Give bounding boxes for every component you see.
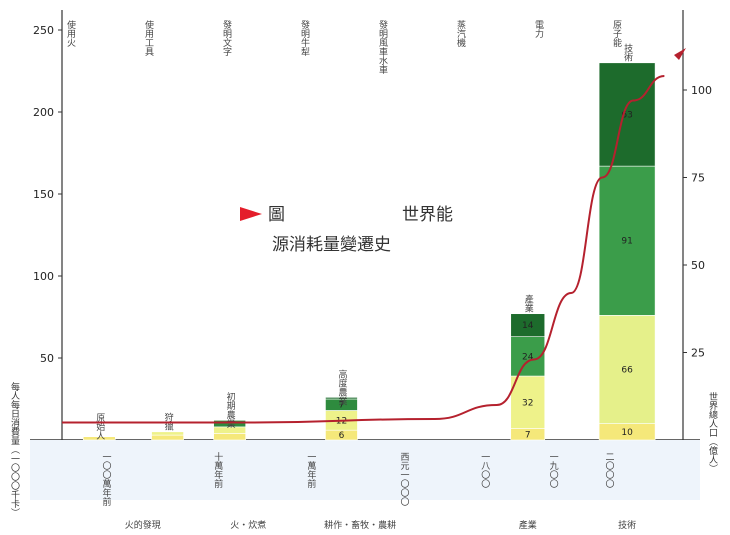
bar-3-segment-label-0: 6 bbox=[339, 431, 345, 441]
bar-3-segment-3 bbox=[325, 397, 358, 400]
title-line1: 世界能 bbox=[402, 205, 453, 225]
timeline-label-3: 西元一〇〇〇 bbox=[399, 452, 410, 506]
bar-4-segment-label-0: 7 bbox=[525, 430, 531, 440]
top-event-0: 使用火 bbox=[65, 19, 76, 47]
right-axis-label: 世界總人口（億人） bbox=[707, 391, 718, 473]
timeline-group: 一〇〇萬年前 十萬年前 一萬年前 西元一〇〇〇 一八〇〇 一九〇〇 二〇〇〇 bbox=[100, 451, 614, 507]
bar-3-segment-label-2: 7 bbox=[339, 401, 345, 411]
top-event-6: 電力 bbox=[533, 20, 544, 39]
era-label-3: 高度農業 bbox=[336, 368, 347, 406]
left-tick-label-1: 100 bbox=[33, 270, 54, 283]
left-tick-label-4: 250 bbox=[33, 24, 54, 37]
bar-4-segment-label-1: 32 bbox=[522, 398, 533, 408]
top-event-4: 發明風車水車 bbox=[377, 19, 388, 75]
footer-era-3: 產業 bbox=[519, 519, 537, 531]
bar-5-segment-3 bbox=[598, 62, 656, 167]
bar-1-segment-0 bbox=[151, 434, 184, 441]
footer-group: 火的發現 火・炊煮 耕作・畜牧・農耕 產業 技術 bbox=[125, 519, 636, 531]
population-arrowhead bbox=[674, 48, 686, 60]
bar-0-segment-0 bbox=[82, 436, 116, 441]
bar-4-segment-label-3: 14 bbox=[522, 321, 534, 331]
title-prefix: 圖 bbox=[268, 205, 285, 225]
bar-5-segment-label-0: 10 bbox=[621, 428, 633, 438]
left-tick-label-3: 200 bbox=[33, 106, 54, 119]
timeline-label-2: 一萬年前 bbox=[305, 452, 316, 489]
bar-group bbox=[82, 62, 656, 441]
footer-era-4: 技術 bbox=[618, 519, 636, 531]
timeline-label-6: 二〇〇〇 bbox=[603, 452, 614, 488]
bar-4-segment-label-2: 24 bbox=[522, 352, 534, 362]
left-tick-label-0: 50 bbox=[40, 352, 54, 365]
title-line2: 源消耗量變遷史 bbox=[272, 235, 391, 255]
right-tick-label-2: 75 bbox=[691, 172, 705, 185]
timeline-label-1: 十萬年前 bbox=[212, 451, 223, 489]
top-event-2: 發明文字 bbox=[221, 19, 232, 56]
footer-era-0: 火的發現 bbox=[125, 519, 161, 531]
title-marker-icon bbox=[240, 207, 262, 221]
footer-era-2: 耕作・畜牧・農耕 bbox=[324, 519, 396, 531]
population-curve bbox=[61, 75, 665, 424]
top-event-5: 蒸汽機 bbox=[455, 19, 466, 48]
top-event-3: 發明牛犁 bbox=[299, 19, 310, 57]
era-label-0: 原始人 bbox=[94, 413, 105, 440]
bar-5-segment-label-3: 63 bbox=[621, 110, 632, 120]
top-events-group: 使用火 使用工具 發明文字 發明牛犁 發明風車水車 蒸汽機 電力 原子能 bbox=[65, 19, 622, 75]
era-label-4: 產業 bbox=[523, 294, 534, 314]
right-tick-label-1: 50 bbox=[691, 259, 705, 272]
bar-4-segment-3 bbox=[510, 313, 546, 337]
timeline-label-4: 一八〇〇 bbox=[479, 452, 490, 488]
top-event-7: 原子能 bbox=[611, 20, 622, 48]
era-label-5: 技術 bbox=[622, 43, 633, 63]
left-tick-group: 50 100 150 200 250 bbox=[33, 24, 62, 365]
right-tick-label-0: 25 bbox=[691, 347, 705, 360]
timeline-label-5: 一九〇〇 bbox=[548, 452, 559, 488]
bar-2-segment-0 bbox=[213, 433, 246, 441]
top-event-1: 使用工具 bbox=[143, 19, 154, 57]
left-axis-label: 每人每日消費量（一〇〇〇千卡） bbox=[9, 381, 20, 517]
right-tick-label-3: 100 bbox=[691, 84, 712, 97]
bar-5-segment-2 bbox=[598, 165, 656, 316]
left-tick-label-2: 150 bbox=[33, 188, 54, 201]
bar-2-segment-2 bbox=[213, 420, 246, 428]
bar-4-segment-1 bbox=[510, 375, 546, 429]
right-tick-group: 25 50 75 100 bbox=[683, 84, 712, 360]
bar-5-segment-label-1: 66 bbox=[621, 365, 633, 375]
timeline-label-0: 一〇〇萬年前 bbox=[100, 452, 111, 507]
footer-era-1: 火・炊煮 bbox=[230, 519, 266, 531]
timeline-band bbox=[30, 440, 700, 500]
era-label-2: 初期農業 bbox=[225, 391, 236, 429]
bar-1-segment-1 bbox=[151, 431, 184, 436]
bar-5-segment-label-2: 91 bbox=[621, 237, 632, 247]
